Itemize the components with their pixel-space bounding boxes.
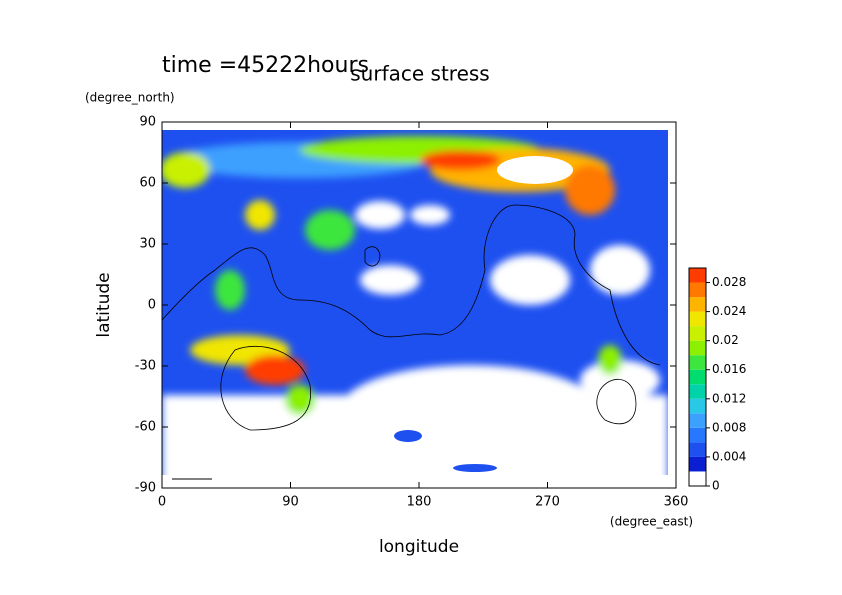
colorbar-swatch — [689, 384, 706, 399]
chart-title: surface stress — [350, 62, 489, 86]
colorbar-swatch — [689, 268, 706, 283]
y-tick-label: -90 — [135, 481, 156, 496]
colorbar-swatch — [689, 355, 706, 370]
colorbar-swatch — [689, 413, 706, 428]
y-tick-label: 30 — [139, 237, 156, 252]
y-tick-label: 0 — [148, 298, 156, 313]
y-units: (degree_north) — [85, 91, 175, 105]
colorbar-swatch — [689, 340, 706, 356]
y-axis-label: latitude — [94, 272, 114, 337]
colorbar-swatch — [689, 427, 706, 443]
colorbar-swatch — [689, 471, 706, 486]
y-tick-label: 90 — [139, 115, 156, 130]
x-tick-label: 360 — [664, 495, 689, 510]
colorbar-swatch — [689, 297, 706, 312]
colorbar-swatch — [689, 282, 706, 298]
x-tick-label: 270 — [535, 495, 560, 510]
colorbar-swatch — [689, 456, 706, 472]
y-tick-label: -60 — [135, 420, 156, 435]
y-tick-label: -30 — [135, 359, 156, 374]
annotation: time =45222hours — [162, 53, 369, 78]
x-axis-label: longitude — [379, 537, 459, 557]
colorbar-swatch — [689, 311, 706, 327]
colorbar-tick-label: 0.02 — [712, 333, 739, 347]
colorbar-tick-label: 0.016 — [712, 362, 746, 376]
colorbar-swatch — [689, 326, 706, 341]
colorbar-swatch — [689, 369, 706, 385]
colorbar-frame — [688, 267, 707, 487]
colorbar-swatch — [689, 398, 706, 414]
x-tick-label: 180 — [407, 495, 432, 510]
colorbar-tick-label: 0.012 — [712, 391, 746, 405]
colorbar-tick-label: 0.004 — [712, 449, 746, 463]
colorbar-tick-label: 0.008 — [712, 420, 746, 434]
x-units: (degree_east) — [610, 515, 693, 529]
x-tick-label: 90 — [282, 495, 299, 510]
colorbar-tick-label: 0.028 — [712, 275, 746, 289]
x-tick-label: 0 — [158, 495, 166, 510]
colorbar-swatch — [689, 442, 706, 457]
y-tick-label: 60 — [139, 176, 156, 191]
colorbar-tick-label: 0.024 — [712, 304, 746, 318]
colorbar-tick-label: 0 — [712, 479, 720, 493]
contour-field — [162, 130, 668, 475]
